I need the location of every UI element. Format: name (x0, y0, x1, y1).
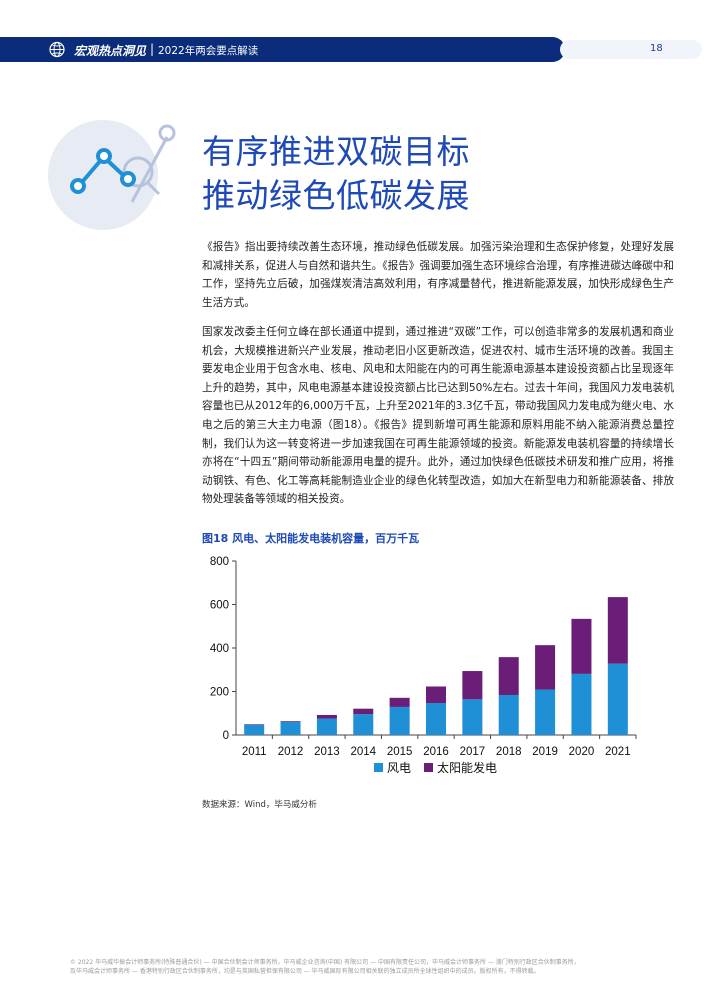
paragraph-2: 国家发改委主任何立峰在部长通道中提到，通过推进“双碳”工作，可以创造非常多的发展… (202, 326, 674, 506)
y-tick-label: 200 (210, 687, 229, 699)
x-tick-label: 2016 (423, 746, 449, 758)
wind-bar (389, 706, 410, 735)
title-line-1: 有序推进双碳目标 (202, 132, 470, 171)
x-tick-label: 2013 (314, 746, 340, 758)
title-line-2: 推动绿色低碳发展 (202, 176, 470, 215)
wind-bar (316, 718, 337, 735)
y-tick-label: 0 (223, 730, 229, 742)
footer-line-1: © 2022 毕马威华振会计师事务所(特殊普通合伙) — 中国合伙制会计师事务所… (70, 959, 580, 966)
solar-bar (316, 714, 337, 719)
solar-bar (607, 597, 628, 664)
figure-caption: 图18 风电、太阳能发电装机容量，百万千瓦 (202, 532, 420, 545)
wind-bar (571, 673, 592, 735)
x-tick-label: 2014 (350, 746, 376, 758)
y-tick-label: 800 (210, 556, 229, 568)
footer-line-2: 及毕马威会计师事务所 — 香港特别行政区合伙制事务所，均是与英国私营担保有限公司… (70, 968, 540, 975)
solar-bar (462, 671, 483, 700)
x-tick-label: 2018 (496, 746, 522, 758)
legend-wind-swatch (374, 763, 383, 772)
header-subtitle: 2022年两会要点解读 (158, 45, 259, 57)
y-tick-label: 600 (210, 600, 229, 612)
wind-bar (426, 703, 446, 735)
header-section-title: 宏观热点洞见 (74, 44, 147, 58)
x-tick-label: 2017 (460, 746, 486, 758)
wind-bar (498, 694, 519, 735)
page-title: 有序推进双碳目标 推动绿色低碳发展 (202, 130, 470, 218)
legend-wind-label: 风电 (387, 761, 411, 775)
solar-bar (389, 697, 410, 707)
wind-bar (535, 689, 556, 735)
solar-bar (426, 686, 446, 704)
solar-bar (280, 721, 301, 722)
page-number-pill (560, 40, 702, 59)
wind-bar (607, 663, 628, 735)
header-band (0, 37, 565, 62)
wind-bar (353, 714, 374, 735)
solar-bar (353, 708, 374, 715)
solar-bar (498, 657, 519, 695)
x-tick-label: 2019 (532, 746, 558, 758)
header-separator: | (150, 42, 155, 56)
x-tick-label: 2015 (387, 746, 413, 758)
footer-disclaimer: © 2022 毕马威华振会计师事务所(特殊普通合伙) — 中国合伙制会计师事务所… (70, 958, 670, 976)
wind-bar (280, 721, 301, 735)
y-tick-label: 400 (210, 643, 229, 655)
paragraph-1: 《报告》指出要持续改善生态环境，推动绿色低碳发展。加强污染治理和生态保护修复，处… (202, 241, 674, 309)
x-tick-label: 2020 (569, 746, 595, 758)
wind-bar (244, 724, 265, 735)
data-source: 数据来源：Wind，毕马威分析 (202, 800, 317, 810)
network-graph-icon (48, 120, 176, 230)
x-tick-label: 2021 (605, 746, 631, 758)
header-bar: 宏观热点洞见 | 2022年两会要点解读 18 (0, 37, 710, 62)
stacked-bar-chart: 0 200 400 600 800 2011 2012 2013 2014 2015 2016 201… (210, 556, 637, 775)
solar-bar (535, 645, 556, 690)
wind-bar (462, 699, 483, 735)
page-number: 18 (650, 43, 663, 54)
globe-logo-icon (49, 41, 65, 58)
x-tick-label: 2011 (242, 746, 267, 758)
solar-bar (244, 724, 265, 725)
legend-solar-label: 太阳能发电 (437, 760, 497, 775)
legend-solar-swatch (424, 763, 433, 772)
solar-bar (571, 618, 592, 674)
x-tick-label: 2012 (278, 746, 304, 758)
